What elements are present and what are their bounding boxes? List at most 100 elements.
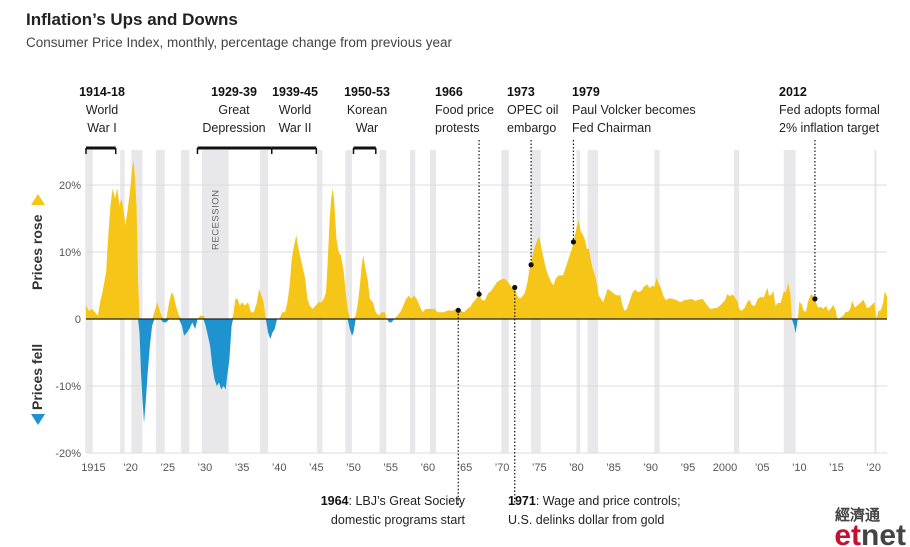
x-tick-label: ’35 bbox=[235, 462, 250, 474]
recession-band bbox=[201, 150, 229, 453]
event-dot bbox=[476, 291, 482, 297]
x-tick-label: ’65 bbox=[458, 462, 473, 474]
event-text: Fed Chairman bbox=[572, 121, 651, 135]
x-tick-label: ’60 bbox=[420, 462, 435, 474]
x-tick-label: ’15 bbox=[829, 462, 844, 474]
event-1973: 1973 OPEC oil embargo bbox=[507, 85, 558, 268]
event-dot bbox=[570, 239, 577, 245]
prices-rose-label: Prices rose bbox=[29, 214, 45, 290]
y-tick-label: -20% bbox=[55, 448, 81, 460]
recession-band bbox=[345, 150, 353, 453]
x-tick-label: ’70 bbox=[495, 462, 510, 474]
y-axis-ticks: 20% 10% 0 -10% -20% bbox=[55, 180, 81, 460]
x-tick-label: 2000 bbox=[713, 462, 737, 474]
event-text: U.S. delinks dollar from gold bbox=[508, 513, 664, 527]
event-text: Paul Volcker becomes bbox=[572, 103, 696, 117]
event-text-rest: : Wage and price controls; bbox=[536, 494, 681, 508]
event-text: War I bbox=[87, 121, 116, 135]
y-tick-label: -10% bbox=[55, 381, 81, 393]
x-tick-label: ’50 bbox=[346, 462, 361, 474]
event-dot bbox=[512, 284, 518, 291]
event-text: 1971: Wage and price controls; bbox=[508, 494, 681, 508]
x-tick-label: ’55 bbox=[383, 462, 398, 474]
x-tick-label: ’80 bbox=[569, 462, 584, 474]
event-year: 1950-53 bbox=[344, 85, 390, 99]
event-dot bbox=[455, 307, 461, 313]
recession-band bbox=[155, 150, 165, 453]
x-tick-label: ’20 bbox=[866, 462, 881, 474]
event-text: World bbox=[86, 103, 118, 117]
event-year: 1973 bbox=[507, 85, 535, 99]
recession-band bbox=[85, 150, 93, 453]
event-text: 1964: LBJ’s Great Society bbox=[321, 494, 466, 508]
prices-fell-label: Prices fell bbox=[29, 344, 45, 410]
recession-band bbox=[379, 150, 387, 453]
x-axis-ticks: 1915 ’20 ’25 ’30 ’35 ’40 ’45 ’50 ’55 ’60 ’65 ’70 ’75… bbox=[81, 462, 881, 474]
grid-lines bbox=[86, 184, 887, 454]
watermark-et: et bbox=[834, 519, 861, 547]
prices-rose-label-group: Prices rose bbox=[29, 194, 45, 290]
event-year: 2012 bbox=[779, 85, 807, 99]
event-text: embargo bbox=[507, 121, 556, 135]
event-text: Food price bbox=[435, 103, 494, 117]
up-triangle-icon bbox=[31, 194, 45, 205]
event-text: Korean bbox=[347, 103, 387, 117]
prices-fell-label-group: Prices fell bbox=[29, 344, 45, 425]
event-1929-39: 1929-39 Great Depression bbox=[196, 85, 273, 154]
x-tick-label: ’40 bbox=[272, 462, 287, 474]
event-year: 1979 bbox=[572, 85, 600, 99]
event-year: 1914-18 bbox=[79, 85, 125, 99]
x-tick-label: ’10 bbox=[792, 462, 807, 474]
event-1979: 1979 Paul Volcker becomes Fed Chairman bbox=[570, 85, 696, 245]
recession-label: RECESSION bbox=[211, 190, 222, 250]
recession-band bbox=[259, 150, 269, 453]
event-text: 2% inflation target bbox=[779, 121, 880, 135]
event-1914-18: 1914-18 World War I bbox=[79, 85, 125, 154]
event-dot bbox=[812, 296, 818, 302]
x-tick-label: ’45 bbox=[309, 462, 324, 474]
recession-band bbox=[430, 150, 436, 453]
event-year: 1966 bbox=[435, 85, 463, 99]
event-year: 1964 bbox=[321, 494, 349, 508]
chart-title: Inflation’s Ups and Downs bbox=[26, 10, 238, 29]
event-text-rest: : LBJ’s Great Society bbox=[349, 494, 466, 508]
y-tick-label: 20% bbox=[59, 180, 81, 192]
down-triangle-icon bbox=[31, 414, 45, 425]
event-1939-45: 1939-45 World War II bbox=[271, 85, 318, 154]
event-text: Depression bbox=[202, 121, 265, 135]
event-text: Great bbox=[218, 103, 250, 117]
event-text: War II bbox=[279, 121, 312, 135]
x-tick-label: ’25 bbox=[160, 462, 175, 474]
event-text: domestic programs start bbox=[331, 513, 466, 527]
event-text: protests bbox=[435, 121, 479, 135]
x-tick-label: ’90 bbox=[643, 462, 658, 474]
event-2012: 2012 Fed adopts formal 2% inflation target bbox=[779, 85, 880, 302]
event-text: War bbox=[356, 121, 378, 135]
y-tick-label: 0 bbox=[75, 314, 81, 326]
watermark-net: net bbox=[861, 519, 906, 547]
event-1964: 1964: LBJ’s Great Society domestic progra… bbox=[321, 307, 466, 527]
watermark-en: etnet bbox=[834, 519, 906, 547]
chart-subtitle: Consumer Price Index, monthly, percentag… bbox=[26, 35, 452, 50]
recession-band bbox=[317, 150, 323, 453]
x-tick-label: ’30 bbox=[198, 462, 213, 474]
x-tick-label: ’95 bbox=[681, 462, 696, 474]
event-text: World bbox=[279, 103, 311, 117]
event-text: Fed adopts formal bbox=[779, 103, 880, 117]
event-dot bbox=[528, 262, 534, 268]
event-text: OPEC oil bbox=[507, 103, 558, 117]
event-year: 1929-39 bbox=[211, 85, 257, 99]
x-tick-label: ’85 bbox=[606, 462, 621, 474]
x-tick-label: ’05 bbox=[755, 462, 770, 474]
event-1966: 1966 Food price protests bbox=[435, 85, 494, 297]
event-year: 1971 bbox=[508, 494, 536, 508]
watermark-logo: 經濟通 etnet bbox=[834, 506, 906, 547]
recession-band bbox=[874, 150, 877, 453]
x-tick-label: ’20 bbox=[123, 462, 138, 474]
event-year: 1939-45 bbox=[272, 85, 318, 99]
x-tick-label: ’75 bbox=[532, 462, 547, 474]
recession-band bbox=[181, 150, 190, 453]
event-1971: 1971: Wage and price controls; U.S. delin… bbox=[508, 284, 681, 527]
